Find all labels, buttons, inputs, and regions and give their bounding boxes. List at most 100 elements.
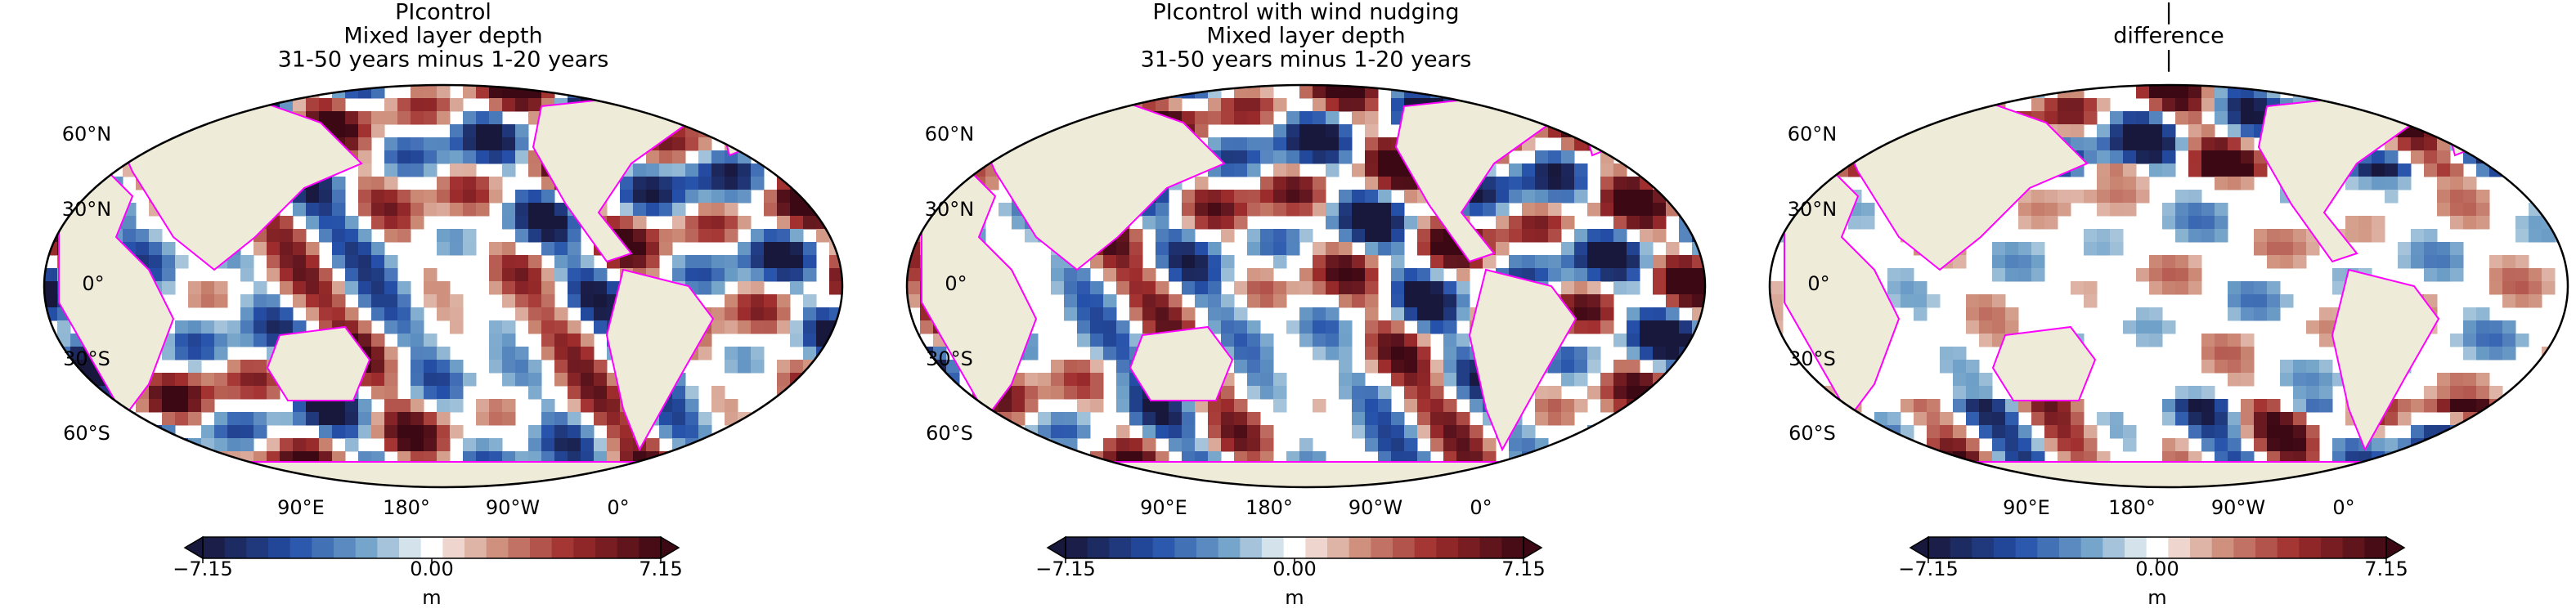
field-cell bbox=[214, 425, 228, 439]
field-cell bbox=[1914, 412, 1928, 426]
field-cell bbox=[319, 190, 333, 204]
field-cell bbox=[175, 386, 189, 400]
field-cell bbox=[267, 320, 280, 334]
field-cell bbox=[633, 242, 647, 256]
field-cell bbox=[1299, 203, 1313, 217]
field-cell bbox=[123, 229, 137, 243]
field-cell bbox=[907, 98, 921, 112]
field-cell bbox=[1548, 399, 1562, 413]
field-cell bbox=[1874, 111, 1888, 125]
field-cell bbox=[1535, 150, 1549, 164]
field-cell bbox=[594, 477, 608, 487]
field-cell bbox=[2450, 373, 2464, 387]
field-cell bbox=[541, 268, 555, 282]
colorbar-segment bbox=[1458, 537, 1481, 558]
field-cell bbox=[358, 320, 372, 334]
field-cell bbox=[1208, 255, 1222, 269]
field-cell bbox=[1339, 281, 1353, 295]
field-cell bbox=[1548, 412, 1562, 426]
field-cell bbox=[725, 216, 738, 230]
field-cell bbox=[725, 111, 738, 125]
field-cell bbox=[214, 347, 228, 360]
field-cell bbox=[1561, 347, 1575, 360]
field-cell bbox=[437, 347, 451, 360]
field-cell bbox=[972, 464, 986, 478]
field-cell bbox=[777, 203, 791, 217]
field-cell bbox=[384, 281, 398, 295]
field-cell bbox=[1561, 150, 1575, 164]
field-cell bbox=[1260, 242, 1274, 256]
field-cell bbox=[450, 203, 464, 217]
field-cell bbox=[1182, 425, 1196, 439]
field-cell bbox=[2463, 137, 2477, 151]
field-cell bbox=[764, 111, 778, 125]
field-cell bbox=[240, 294, 254, 308]
panel-title: Mixed layer depth bbox=[1206, 24, 1405, 49]
field-cell bbox=[777, 268, 791, 282]
field-cell bbox=[371, 190, 385, 204]
field-cell bbox=[2136, 334, 2150, 347]
field-cell bbox=[319, 307, 333, 321]
field-cell bbox=[2398, 412, 2412, 426]
field-cell bbox=[816, 229, 830, 243]
field-cell bbox=[1077, 399, 1091, 413]
field-cell bbox=[698, 255, 712, 269]
field-cell bbox=[2502, 399, 2516, 413]
field-cell bbox=[528, 360, 542, 374]
field-cell bbox=[1221, 137, 1235, 151]
field-cell bbox=[1365, 124, 1379, 138]
colorbar-segment bbox=[2342, 537, 2365, 558]
field-cell bbox=[1666, 477, 1680, 487]
field-cell bbox=[1313, 203, 1326, 217]
field-cell bbox=[1770, 98, 1784, 112]
field-cell bbox=[1365, 242, 1379, 256]
field-cell bbox=[2188, 386, 2202, 400]
field-cell bbox=[1064, 360, 1078, 374]
field-cell bbox=[2476, 137, 2490, 151]
field-cell bbox=[515, 373, 529, 387]
field-cell bbox=[2463, 98, 2477, 112]
field-cell bbox=[267, 255, 280, 269]
colorbar-segment bbox=[2080, 537, 2103, 558]
field-cell bbox=[1156, 203, 1169, 217]
field-cell bbox=[424, 386, 438, 400]
field-cell bbox=[1116, 425, 1130, 439]
field-cell bbox=[280, 307, 294, 321]
field-cell bbox=[2398, 85, 2412, 99]
continent bbox=[44, 461, 842, 487]
field-cell bbox=[2424, 386, 2438, 400]
field-cell bbox=[907, 163, 921, 177]
field-cell bbox=[999, 425, 1012, 439]
field-cell bbox=[2450, 190, 2464, 204]
field-cell bbox=[1195, 268, 1209, 282]
field-cell bbox=[2071, 111, 2085, 125]
colorbar-segment bbox=[2277, 537, 2300, 558]
field-cell bbox=[411, 320, 424, 334]
field-cell bbox=[1979, 425, 1993, 439]
field-cell bbox=[972, 451, 986, 465]
field-cell bbox=[188, 399, 202, 413]
field-cell bbox=[554, 412, 568, 426]
field-cell bbox=[70, 98, 84, 112]
field-cell bbox=[2489, 150, 2503, 164]
field-cell bbox=[1470, 477, 1483, 487]
field-cell bbox=[371, 425, 385, 439]
field-cell bbox=[1273, 294, 1287, 308]
field-cell bbox=[2450, 412, 2464, 426]
field-cell bbox=[319, 281, 333, 295]
field-cell bbox=[2149, 98, 2163, 112]
field-cell bbox=[2280, 360, 2294, 374]
field-cell bbox=[345, 111, 359, 125]
field-cell bbox=[1090, 255, 1104, 269]
field-cell bbox=[1822, 163, 1836, 177]
field-cell bbox=[1848, 85, 1862, 99]
field-cell bbox=[2476, 464, 2490, 478]
field-cell bbox=[1051, 111, 1065, 125]
field-cell bbox=[437, 360, 451, 374]
field-cell bbox=[946, 98, 960, 112]
field-cell bbox=[633, 177, 647, 190]
field-cell bbox=[332, 307, 346, 321]
field-cell bbox=[1313, 85, 1326, 99]
field-cell bbox=[254, 85, 267, 99]
field-cell bbox=[1391, 307, 1405, 321]
